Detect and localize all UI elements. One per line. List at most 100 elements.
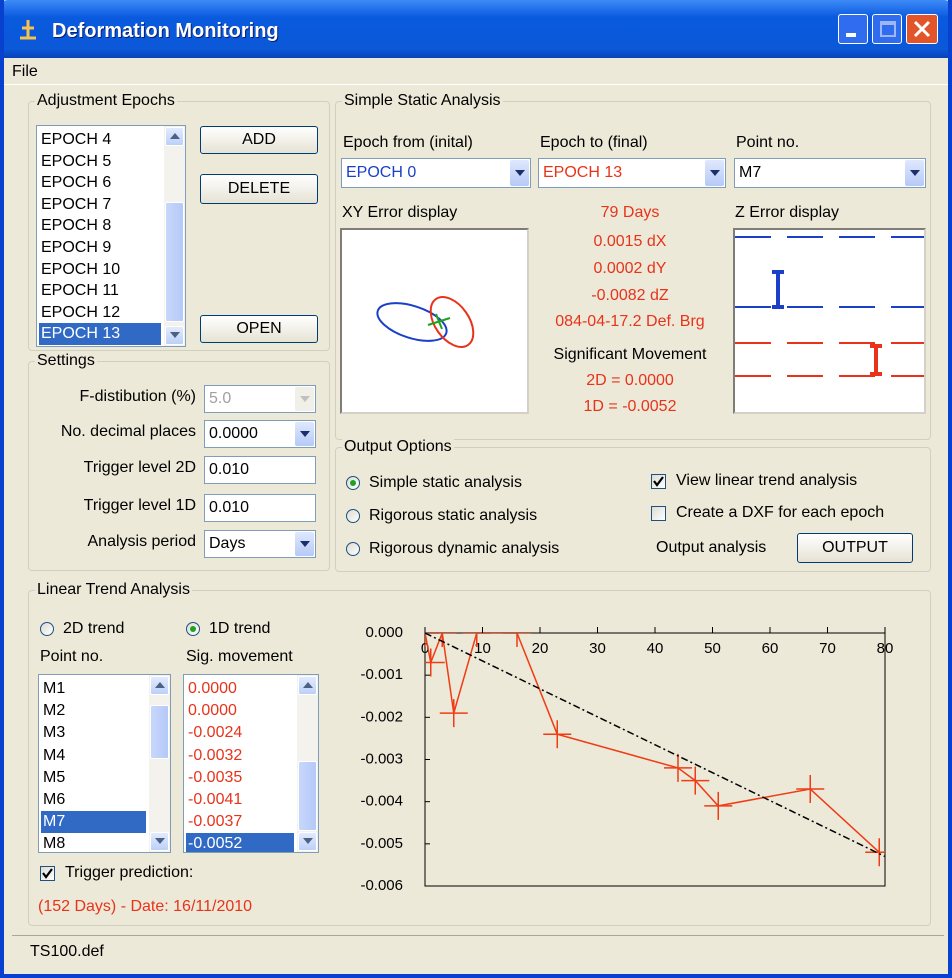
list-item[interactable]: M6 xyxy=(41,789,146,811)
list-item[interactable]: -0.0032 xyxy=(186,745,294,767)
output-label: Output analysis xyxy=(656,539,766,557)
list-item[interactable]: -0.0035 xyxy=(186,767,294,789)
checkbox[interactable] xyxy=(40,866,55,881)
checkbox[interactable] xyxy=(651,474,666,489)
checkbox[interactable] xyxy=(651,506,666,521)
status-text: TS100.def xyxy=(30,943,104,961)
list-item[interactable]: EPOCH 4 xyxy=(39,129,161,151)
list-item[interactable]: -0.0024 xyxy=(186,722,294,744)
scroll-up[interactable] xyxy=(150,676,169,695)
list-item[interactable]: -0.0041 xyxy=(186,789,294,811)
radio-button[interactable] xyxy=(346,476,360,490)
list-item[interactable]: M7 xyxy=(41,811,146,833)
significant-movement-value: 1D = -0.0052 xyxy=(530,398,730,416)
list-item[interactable]: 0.0000 xyxy=(186,700,294,722)
list-item[interactable]: M4 xyxy=(41,745,146,767)
radio-label[interactable]: Simple static analysis xyxy=(369,473,522,493)
status-bar-border xyxy=(12,935,944,936)
scroll-arrow xyxy=(155,838,165,844)
xy-error-plot xyxy=(342,230,527,412)
close-button[interactable] xyxy=(906,14,938,44)
y-tick-label: -0.005 xyxy=(360,835,403,852)
list-item[interactable]: M3 xyxy=(41,722,146,744)
radio-label[interactable]: 1D trend xyxy=(209,619,270,639)
minimize-button[interactable] xyxy=(838,14,868,44)
list-item[interactable]: EPOCH 10 xyxy=(39,259,161,281)
prediction-text: (152 Days) - Date: 16/11/2010 xyxy=(38,898,252,916)
dropdown-button[interactable] xyxy=(705,160,724,186)
list-item[interactable]: EPOCH 6 xyxy=(39,172,161,194)
list-item[interactable]: M5 xyxy=(41,767,146,789)
dropdown[interactable]: EPOCH 13 xyxy=(538,158,726,188)
field-label: Trigger level 2D xyxy=(84,459,196,477)
dropdown-button[interactable] xyxy=(295,532,314,556)
checkbox-label[interactable]: Create a DXF for each epoch xyxy=(676,503,884,523)
y-tick-label: 0.000 xyxy=(365,624,403,641)
radio-label[interactable]: 2D trend xyxy=(63,619,124,639)
list-item[interactable]: EPOCH 11 xyxy=(39,280,161,302)
list-item[interactable]: EPOCH 12 xyxy=(39,302,161,324)
y-tick-label: -0.003 xyxy=(360,750,403,767)
list-item[interactable]: -0.0052 xyxy=(186,833,294,853)
dropdown[interactable]: 5.0 xyxy=(204,385,316,413)
list-item[interactable]: EPOCH 5 xyxy=(39,151,161,173)
list-item[interactable]: EPOCH 8 xyxy=(39,215,161,237)
y-tick-label: -0.002 xyxy=(360,708,403,725)
scroll-thumb[interactable] xyxy=(150,705,169,759)
radio-button[interactable] xyxy=(186,622,200,636)
radio-label[interactable]: Rigorous dynamic analysis xyxy=(369,539,559,559)
list-item[interactable]: M1 xyxy=(41,678,146,700)
ellipse-to xyxy=(422,289,482,354)
point-marker xyxy=(440,699,468,727)
dropdown[interactable]: EPOCH 0 xyxy=(341,158,531,188)
list-item[interactable]: M8 xyxy=(41,833,146,853)
radio-label[interactable]: Rigorous static analysis xyxy=(369,506,537,526)
button[interactable]: ADD xyxy=(200,126,318,154)
maximize-button[interactable] xyxy=(872,14,902,44)
list-item[interactable]: EPOCH 7 xyxy=(39,194,161,216)
group-title: Output Options xyxy=(342,437,454,457)
app-window: Deformation Monitoring File TS100.def Ad… xyxy=(0,0,952,978)
list-item[interactable]: EPOCH 9 xyxy=(39,237,161,259)
window-title: Deformation Monitoring xyxy=(52,20,279,43)
dropdown[interactable]: M7 xyxy=(734,158,926,188)
dropdown-button[interactable] xyxy=(295,387,314,411)
radio-button[interactable] xyxy=(346,542,360,556)
dropdown[interactable]: 0.0000 xyxy=(204,420,316,448)
radio-button[interactable] xyxy=(346,509,360,523)
radio-button[interactable] xyxy=(40,622,54,636)
result-text: 79 Days xyxy=(530,204,730,222)
checkbox-label[interactable]: Trigger prediction: xyxy=(65,863,193,883)
button[interactable]: OUTPUT xyxy=(797,533,913,563)
scroll-thumb[interactable] xyxy=(298,761,317,831)
dropdown-button[interactable] xyxy=(510,160,529,186)
list-item[interactable]: -0.0037 xyxy=(186,811,294,833)
scroll-down[interactable] xyxy=(298,832,317,851)
scroll-up[interactable] xyxy=(298,676,317,695)
button[interactable]: DELETE xyxy=(200,174,318,204)
text-field[interactable]: 0.010 xyxy=(204,494,316,522)
y-tick-label: -0.001 xyxy=(360,666,403,683)
scroll-up[interactable] xyxy=(165,127,184,146)
text-field[interactable]: 0.010 xyxy=(204,456,316,484)
menu-item[interactable]: File xyxy=(12,63,38,81)
dropdown-arrow xyxy=(710,170,720,176)
y-tick-label: -0.006 xyxy=(360,877,403,894)
x-tick-label: 60 xyxy=(762,640,779,657)
list-item[interactable]: 0.0000 xyxy=(186,678,294,700)
button[interactable]: OPEN xyxy=(200,315,318,343)
dropdown-button[interactable] xyxy=(905,160,924,186)
dropdown-button[interactable] xyxy=(295,422,314,446)
checkbox-label[interactable]: View linear trend analysis xyxy=(676,471,857,491)
point-marker xyxy=(503,619,531,647)
dropdown[interactable]: Days xyxy=(204,530,316,558)
scroll-down[interactable] xyxy=(150,832,169,851)
list-item[interactable]: EPOCH 13 xyxy=(39,323,161,345)
scroll-down[interactable] xyxy=(165,326,184,345)
scroll-thumb[interactable] xyxy=(165,202,184,322)
list-item[interactable]: M2 xyxy=(41,700,146,722)
